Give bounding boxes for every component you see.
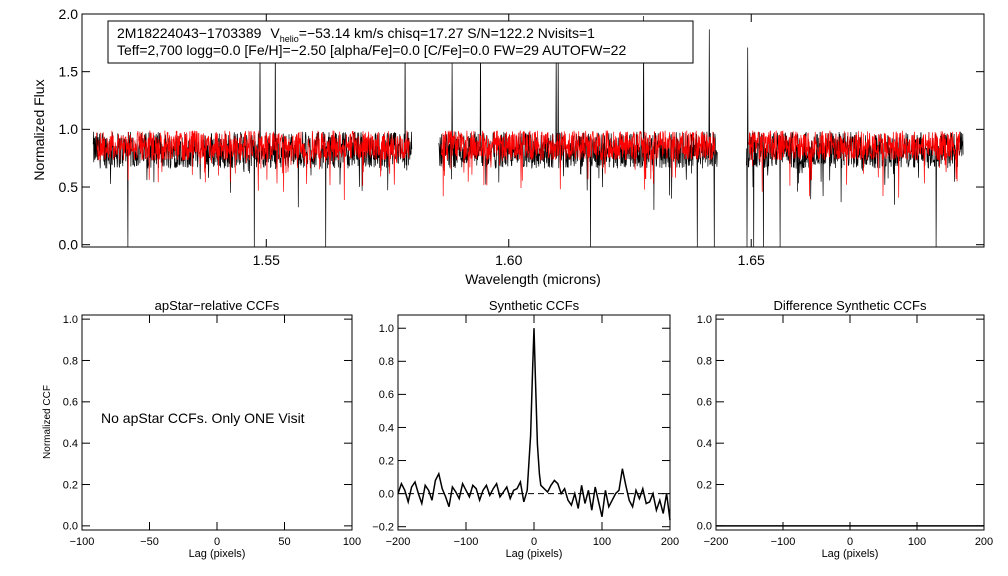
apstar-ccf-y-tick-label: 1.0 — [63, 314, 78, 326]
difference-ccf-y-tick-label: 0.2 — [697, 479, 712, 491]
spectrum-x-axis-label: Wavelength (microns) — [465, 271, 601, 287]
spectrum-info-line-2: Teff=2,700 logg=0.0 [Fe/H]=−2.50 [alpha/… — [117, 42, 626, 58]
difference-ccf-x-tick-label: 100 — [908, 536, 926, 548]
synthetic-ccf-title: Synthetic CCFs — [489, 298, 580, 313]
difference-ccf-y-tick-label: 0.8 — [697, 355, 712, 367]
difference-ccf-title: Difference Synthetic CCFs — [774, 298, 927, 313]
synthetic-ccf-y-tick-label: 1.0 — [379, 323, 394, 335]
apstar-ccf-x-axis-label: Lag (pixels) — [189, 548, 246, 560]
spectrum-plot-frame — [81, 13, 985, 248]
model-flux-line-segment-1 — [96, 130, 410, 201]
velocity-symbol-text: V — [270, 25, 280, 41]
spectrum-info-line-1: 2M18224043−1703389 Vhelio=−53.14 km/s chi… — [117, 25, 595, 44]
observed-flux-line-segment-3 — [746, 47, 964, 248]
no-ccf-message: No apStar CCFs. Only ONE Visit — [101, 410, 305, 426]
spectrum-x-tick-label: 1.55 — [253, 252, 280, 268]
difference-ccf-x-tick-label: 0 — [847, 536, 853, 548]
synthetic-ccf-x-tick-label: −100 — [454, 536, 479, 548]
synthetic-ccf-x-tick-label: 200 — [661, 536, 679, 548]
spectrum-y-axis-label: Normalized Flux — [31, 79, 47, 180]
spectrum-y-tick-label: 0.5 — [59, 179, 79, 195]
synthetic-ccf-panel: −200 −100 0 100 200 −0.2 0.0 0.2 0.4 0.6 0.8 1.0 Sy… — [372, 298, 679, 560]
velocity-subscript-text: helio — [280, 34, 299, 44]
difference-ccf-ticks: −200 −100 0 100 200 0.0 0.2 0.4 0.6 0.8 1.0 — [697, 314, 993, 548]
apstar-ccf-ticks: −100 −50 0 50 100 0.0 0.2 0.4 0.6 0.8 1.0 — [63, 314, 361, 548]
synthetic-ccf-x-tick-label: 0 — [531, 536, 537, 548]
spectrum-y-tick-label: 0.0 — [59, 237, 79, 253]
apstar-ccf-x-tick-label: −50 — [140, 536, 159, 548]
spectrum-ticks: 1.55 1.60 1.65 0.0 0.5 1.0 1.5 2.0 — [59, 6, 984, 268]
synthetic-ccf-x-axis-label: Lag (pixels) — [506, 548, 563, 560]
difference-ccf-y-tick-label: 0.4 — [697, 438, 712, 450]
star-id-text: 2M18224043−1703389 — [117, 25, 262, 41]
spectrum-panel: 1.55 1.60 1.65 0.0 0.5 1.0 1.5 2.0 Wavelength (… — [31, 6, 985, 287]
apstar-ccf-panel: −100 −50 0 50 100 0.0 0.2 0.4 0.6 0.8 1.0 apStar−r… — [42, 298, 361, 560]
synthetic-ccf-y-tick-label: 0.2 — [379, 455, 394, 467]
apstar-ccf-y-tick-label: 0.6 — [63, 397, 78, 409]
synthetic-ccf-y-tick-label: 0.6 — [379, 389, 394, 401]
difference-ccf-panel: −200 −100 0 100 200 0.0 0.2 0.4 0.6 0.8 1.0 Differ… — [697, 298, 993, 560]
difference-ccf-y-tick-label: 0.6 — [697, 397, 712, 409]
synthetic-ccf-line — [397, 328, 671, 521]
spectrum-y-tick-label: 1.5 — [59, 64, 79, 80]
synthetic-ccf-y-tick-label: 0.8 — [379, 356, 394, 368]
apstar-ccf-x-tick-label: 100 — [343, 536, 361, 548]
apstar-ccf-y-axis-label: Normalized CCF — [42, 385, 53, 459]
synthetic-ccf-x-tick-label: −200 — [386, 536, 411, 548]
model-flux-line-segment-2 — [440, 130, 716, 197]
spectrum-x-tick-label: 1.60 — [495, 252, 522, 268]
apstar-ccf-y-tick-label: 0.4 — [63, 438, 78, 450]
spectrum-series — [92, 15, 964, 248]
difference-ccf-x-tick-label: −200 — [704, 536, 729, 548]
difference-ccf-y-tick-label: 1.0 — [697, 314, 712, 326]
model-flux-line-segment-3 — [748, 130, 961, 198]
apstar-ccf-y-tick-label: 0.8 — [63, 355, 78, 367]
synthetic-ccf-y-tick-label: 0.4 — [379, 422, 394, 434]
apstar-ccf-title: apStar−relative CCFs — [155, 298, 280, 313]
apstar-ccf-y-tick-label: 0.2 — [63, 479, 78, 491]
apstar-ccf-y-tick-label: 0.0 — [63, 521, 78, 533]
spectrum-y-tick-label: 2.0 — [59, 6, 79, 22]
spectrum-y-tick-label: 1.0 — [59, 121, 79, 137]
spectrum-info-box — [107, 20, 694, 64]
apstar-ccf-x-tick-label: −100 — [70, 536, 95, 548]
apstar-ccf-x-tick-label: 50 — [278, 536, 290, 548]
difference-ccf-x-axis-label: Lag (pixels) — [822, 548, 879, 560]
synthetic-ccf-y-tick-label: −0.2 — [372, 522, 394, 534]
difference-ccf-x-tick-label: 200 — [975, 536, 993, 548]
velocity-stats-text: =−53.14 km/s chisq=17.27 S/N=122.2 Nvisi… — [299, 25, 595, 41]
spectrum-x-tick-label: 1.65 — [738, 252, 765, 268]
synthetic-ccf-ticks: −200 −100 0 100 200 −0.2 0.0 0.2 0.4 0.6 0.8 1.0 — [372, 315, 679, 548]
apstar-ccf-x-tick-label: 0 — [214, 536, 220, 548]
difference-ccf-y-tick-label: 0.0 — [697, 521, 712, 533]
synthetic-ccf-series — [397, 328, 671, 521]
synthetic-ccf-x-tick-label: 100 — [593, 536, 611, 548]
synthetic-ccf-y-tick-label: 0.0 — [379, 488, 394, 500]
difference-ccf-x-tick-label: −100 — [771, 536, 796, 548]
